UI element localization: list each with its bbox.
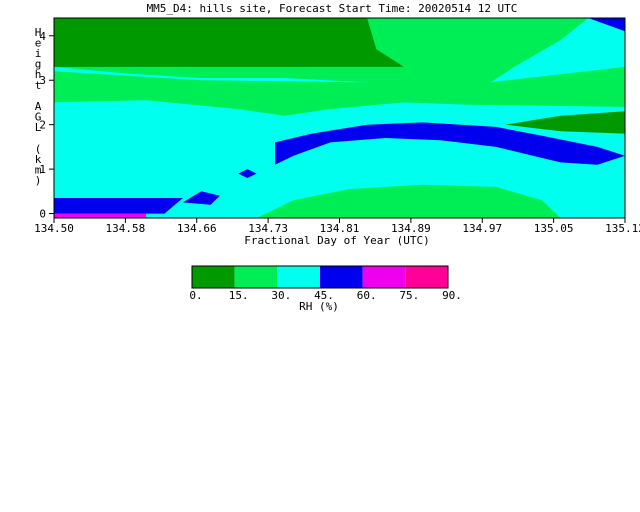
colorbar-tick-label: 0. bbox=[189, 289, 202, 302]
y-axis-ticks: 0 1 2 3 4 bbox=[39, 30, 54, 221]
x-tick-label: 135.05 bbox=[534, 222, 574, 235]
colorbar-tick-label: 75. bbox=[399, 289, 419, 302]
x-tick-label: 135.12 bbox=[605, 222, 640, 235]
region-blue-bottom-left bbox=[54, 198, 183, 214]
band-bottom-15-30 bbox=[256, 184, 561, 218]
plot-area bbox=[53, 17, 626, 219]
band-mid-15-30 bbox=[54, 66, 625, 116]
colorbar-swatch bbox=[234, 266, 278, 288]
x-axis-label: Fractional Day of Year (UTC) bbox=[244, 234, 429, 247]
colorbar-tick-label: 30. bbox=[271, 289, 291, 302]
x-tick-label: 134.50 bbox=[34, 222, 74, 235]
x-tick-label: 134.89 bbox=[391, 222, 431, 235]
x-tick-label: 134.81 bbox=[320, 222, 360, 235]
colorbar-tick-label: 15. bbox=[229, 289, 249, 302]
y-tick-label: 4 bbox=[39, 30, 46, 43]
colorbar-swatch bbox=[320, 266, 363, 288]
x-tick-label: 134.97 bbox=[462, 222, 502, 235]
colorbar: 0. 15. 30. 45. 60. 75. 90. bbox=[189, 265, 462, 302]
colorbar-tick-label: 45. bbox=[314, 289, 334, 302]
region-blue-band bbox=[275, 122, 625, 165]
y-tick-label: 0 bbox=[39, 208, 46, 221]
y-tick-label: 3 bbox=[39, 74, 46, 87]
y-tick-label: 1 bbox=[39, 163, 46, 176]
colorbar-tick-label: 90. bbox=[442, 289, 462, 302]
colorbar-swatch bbox=[192, 266, 235, 288]
region-dry-aloft bbox=[54, 18, 404, 67]
x-tick-label: 134.66 bbox=[177, 222, 217, 235]
y-tick-label: 2 bbox=[39, 119, 46, 132]
region-magenta-bottom-left bbox=[54, 213, 147, 218]
colorbar-tick-label: 60. bbox=[357, 289, 377, 302]
x-tick-label: 134.73 bbox=[248, 222, 288, 235]
x-axis-ticks: 134.50 134.58 134.66 134.73 134.81 134.89 134.… bbox=[34, 218, 640, 235]
region-blue-top-right bbox=[588, 18, 625, 32]
region-dry-mid-right bbox=[505, 111, 625, 134]
x-tick-label: 134.58 bbox=[106, 222, 146, 235]
colorbar-swatch bbox=[277, 266, 320, 288]
colorbar-swatch bbox=[405, 266, 448, 288]
chart-title: MM5_D4: hills site, Forecast Start Time:… bbox=[147, 2, 518, 15]
region-blue-blob-1 bbox=[182, 191, 220, 205]
colorbar-swatch bbox=[362, 266, 406, 288]
colorbar-label: RH (%) bbox=[299, 300, 339, 313]
colorbar-frame bbox=[191, 265, 449, 289]
region-blue-blob-2 bbox=[238, 169, 257, 178]
